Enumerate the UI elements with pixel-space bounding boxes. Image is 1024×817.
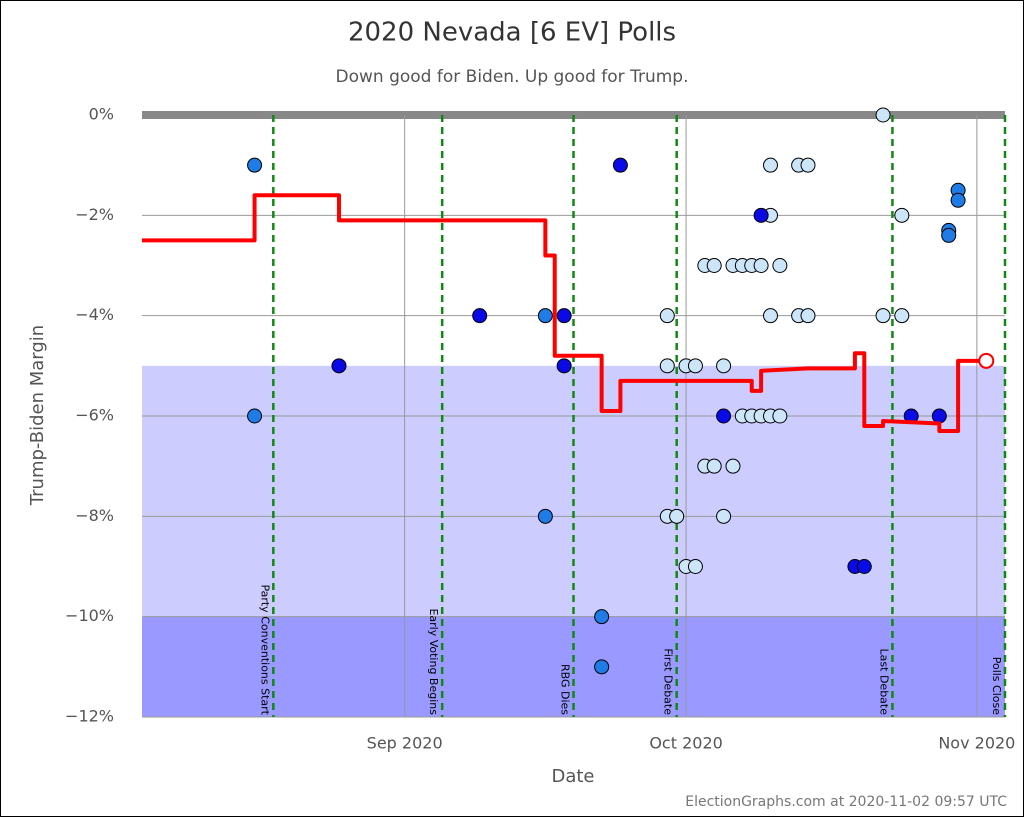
- poll-point: [594, 659, 610, 675]
- poll-point: [716, 408, 732, 424]
- poll-point: [669, 508, 685, 524]
- event-label: Early Voting Begins: [427, 608, 440, 715]
- poll-point: [762, 157, 778, 173]
- poll-point: [331, 358, 347, 374]
- poll-point: [537, 508, 553, 524]
- poll-point: [659, 358, 675, 374]
- poll-point: [894, 308, 910, 324]
- poll-point: [941, 227, 957, 243]
- poll-point: [725, 458, 741, 474]
- y-tick-label: −8%: [75, 506, 114, 525]
- y-tick-label: −4%: [75, 305, 114, 324]
- poll-point: [772, 408, 788, 424]
- x-tick-label: Sep 2020: [367, 734, 443, 753]
- poll-point: [556, 308, 572, 324]
- footer: ElectionGraphs.com at 2020-11-02 09:57 U…: [685, 794, 1007, 810]
- poll-point: [687, 358, 703, 374]
- poll-point: [772, 258, 788, 273]
- event-label: Polls Close: [990, 657, 1003, 716]
- poll-point: [753, 258, 769, 273]
- poll-point: [594, 609, 610, 625]
- poll-point: [716, 508, 732, 524]
- poll-point: [556, 358, 572, 374]
- poll-point: [931, 408, 947, 424]
- poll-point: [472, 308, 488, 324]
- y-tick-label: −2%: [75, 205, 114, 224]
- poll-point: [762, 308, 778, 324]
- event-label: RBG Dies: [559, 664, 572, 715]
- x-axis-label: Date: [551, 766, 594, 787]
- poll-point: [856, 559, 872, 574]
- poll-point: [687, 559, 703, 574]
- y-tick-label: 0%: [89, 105, 114, 124]
- poll-point: [950, 192, 966, 208]
- poll-point: [875, 308, 891, 324]
- poll-point: [800, 308, 816, 324]
- poll-point: [875, 107, 891, 123]
- x-tick-label: Oct 2020: [649, 734, 722, 753]
- chart-title: 2020 Nevada [6 EV] Polls: [348, 18, 676, 48]
- poll-point: [706, 458, 722, 474]
- y-axis-label: Trump-Biden Margin: [27, 325, 48, 506]
- poll-point: [247, 408, 263, 424]
- y-tick-label: −6%: [75, 406, 114, 425]
- event-label: First Debate: [662, 648, 675, 715]
- poll-point: [753, 207, 769, 223]
- chart-subtitle: Down good for Biden. Up good for Trump.: [336, 67, 689, 87]
- average-line: [142, 193, 987, 434]
- event-label: Last Debate: [877, 649, 890, 716]
- poll-point: [659, 308, 675, 324]
- poll-point: [716, 358, 732, 374]
- poll-point: [800, 157, 816, 173]
- event-label: Party Conventions Start: [258, 584, 271, 715]
- y-tick-label: −10%: [65, 606, 114, 625]
- poll-point: [894, 207, 910, 223]
- poll-point: [247, 157, 263, 173]
- average-end: [978, 352, 995, 369]
- poll-point: [537, 308, 553, 324]
- y-tick-label: −12%: [65, 707, 114, 726]
- poll-point: [612, 157, 628, 173]
- poll-point: [706, 258, 722, 273]
- x-tick-label: Nov 2020: [938, 734, 1015, 753]
